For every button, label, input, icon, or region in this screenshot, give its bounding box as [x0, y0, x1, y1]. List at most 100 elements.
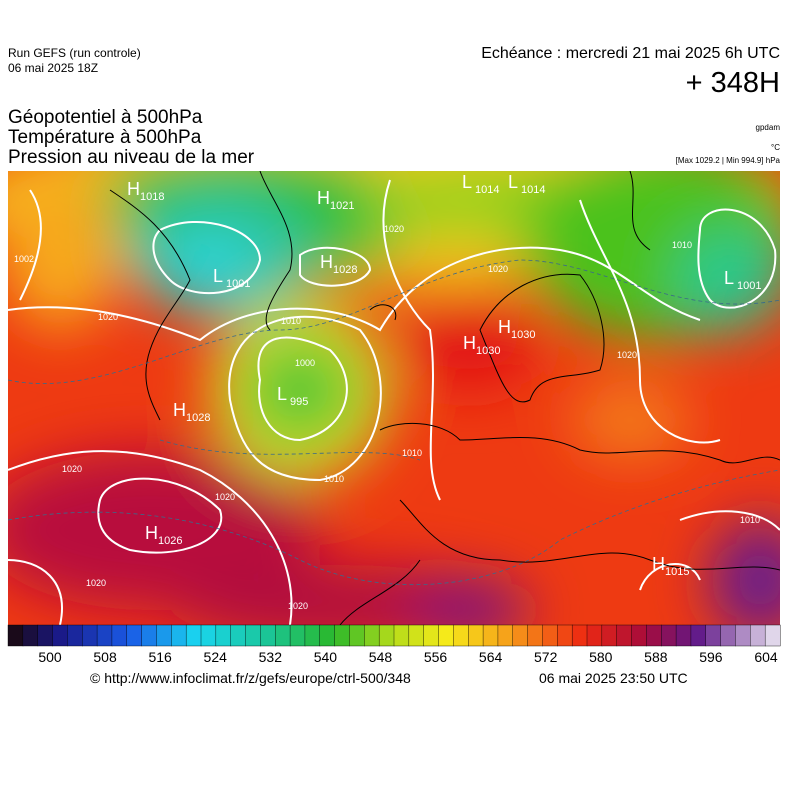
- colorbar-swatch: [720, 624, 736, 647]
- colorbar-swatch: [289, 624, 306, 647]
- colorbar-tick-label: 524: [204, 649, 228, 665]
- colorbar-swatch: [156, 624, 172, 647]
- isobar-label: 1010: [324, 474, 344, 484]
- isobar-label: 1020: [288, 601, 308, 611]
- colorbar-swatch: [646, 624, 662, 647]
- colorbar-swatch: [690, 624, 707, 647]
- center-letter: H: [320, 252, 333, 272]
- colorbar-swatch: [185, 624, 202, 647]
- isobar-label: 1010: [672, 240, 692, 250]
- colorbar-swatch: [126, 624, 143, 647]
- center-value: 1018: [140, 191, 164, 203]
- colorbar-swatch: [542, 624, 558, 647]
- unit-temperature: °C: [771, 143, 780, 152]
- colorbar-swatch: [378, 624, 395, 647]
- colorbar-swatch: [319, 624, 336, 647]
- colorbar-swatch: [215, 624, 232, 647]
- colorbar-swatch: [601, 624, 618, 647]
- colorbar-swatch: [171, 624, 187, 647]
- isobar-label: 1020: [62, 464, 82, 474]
- colorbar-swatch: [631, 624, 647, 647]
- footer-url: © http://www.infoclimat.fr/z/gefs/europe…: [90, 670, 411, 686]
- isobar-label: 1020: [488, 264, 508, 274]
- isobar-label: 1002: [14, 254, 34, 264]
- center-value: 1014: [521, 184, 545, 196]
- colorbar-swatch: [82, 624, 98, 647]
- center-value: 1014: [475, 184, 499, 196]
- center-value: 1026: [158, 535, 182, 547]
- colorbar-swatch: [512, 624, 529, 647]
- title-1: Géopotentiel à 500hPa: [8, 107, 203, 128]
- colorbar-swatch: [96, 624, 113, 647]
- colorbar-swatch: [661, 624, 677, 647]
- colorbar-swatch: [527, 624, 543, 647]
- colorbar-swatch: [200, 624, 217, 647]
- colorbar-swatch: [22, 624, 39, 647]
- colorbar-tick-label: 532: [259, 649, 283, 665]
- colorbar-swatch: [275, 624, 291, 647]
- colorbar-swatch: [67, 624, 83, 647]
- isobar-label: 1010: [402, 448, 422, 458]
- colorbar-tick-label: 604: [754, 649, 778, 665]
- colorbar-swatch: [408, 624, 425, 647]
- colorbar-swatch: [230, 624, 247, 647]
- title-3: Pression au niveau de la mer: [8, 147, 255, 168]
- center-letter: L: [508, 172, 518, 192]
- lead-time: + 348H: [685, 67, 780, 99]
- colorbar-swatch: [304, 624, 321, 647]
- isobar-label: 1010: [740, 515, 760, 525]
- colorbar-swatch: [571, 624, 588, 647]
- colorbar-swatch: [616, 624, 633, 647]
- colorbar-tick-label: 540: [314, 649, 338, 665]
- colorbar-tick-label: 564: [479, 649, 503, 665]
- center-letter: L: [277, 384, 287, 404]
- center-letter: L: [213, 266, 223, 286]
- isobar-label: 1020: [98, 312, 118, 322]
- center-letter: H: [173, 400, 186, 420]
- isobar-label: 1020: [215, 492, 235, 502]
- footer-date: 06 mai 2025 23:50 UTC: [539, 670, 688, 686]
- colorbar-swatch: [482, 624, 499, 647]
- isobar-label: 1020: [86, 578, 106, 588]
- center-letter: L: [724, 268, 734, 288]
- colorbar-tick-label: 580: [589, 649, 613, 665]
- isobar-label: 1020: [384, 224, 404, 234]
- isobar-label: 1020: [617, 350, 637, 360]
- center-letter: H: [317, 188, 330, 208]
- colorbar-swatch: [349, 624, 365, 647]
- colorbar-swatch: [111, 624, 128, 647]
- colorbar-swatch: [7, 624, 24, 647]
- colorbar-tick-label: 508: [93, 649, 117, 665]
- center-value: 995: [290, 396, 308, 408]
- run-name: Run GEFS (run controle): [8, 46, 141, 60]
- colorbar-tick-label: 588: [644, 649, 668, 665]
- center-letter: H: [652, 554, 665, 574]
- colorbar-swatch: [764, 624, 781, 647]
- colorbar-swatch: [735, 624, 751, 647]
- colorbar-swatch: [750, 624, 766, 647]
- unit-geopotential: gpdam: [755, 123, 780, 132]
- title-2: Température à 500hPa: [8, 127, 202, 148]
- colorbar-swatch: [52, 624, 68, 647]
- colorbar-swatch: [453, 624, 469, 647]
- colorbar-tick-label: 548: [369, 649, 393, 665]
- center-value: 1001: [737, 280, 761, 292]
- center-value: 1030: [511, 329, 535, 341]
- colorbar-swatch: [586, 624, 603, 647]
- center-letter: H: [498, 317, 511, 337]
- center-value: 1028: [186, 412, 210, 424]
- unit-pressure: [Max 1029.2 | Min 994.9] hPa: [675, 156, 780, 165]
- center-value: 1028: [333, 264, 357, 276]
- isobar-label: 1000: [295, 358, 315, 368]
- colorbar-swatch: [141, 624, 157, 647]
- center-value: 1015: [665, 566, 689, 578]
- colorbar-swatch: [557, 624, 573, 647]
- run-date: 06 mai 2025 18Z: [8, 61, 99, 75]
- center-letter: H: [463, 333, 476, 353]
- colorbar-swatch: [37, 624, 54, 647]
- colorbar-tick-label: 556: [424, 649, 448, 665]
- colorbar-tick-label: 572: [534, 649, 558, 665]
- colorbar-swatch: [245, 624, 261, 647]
